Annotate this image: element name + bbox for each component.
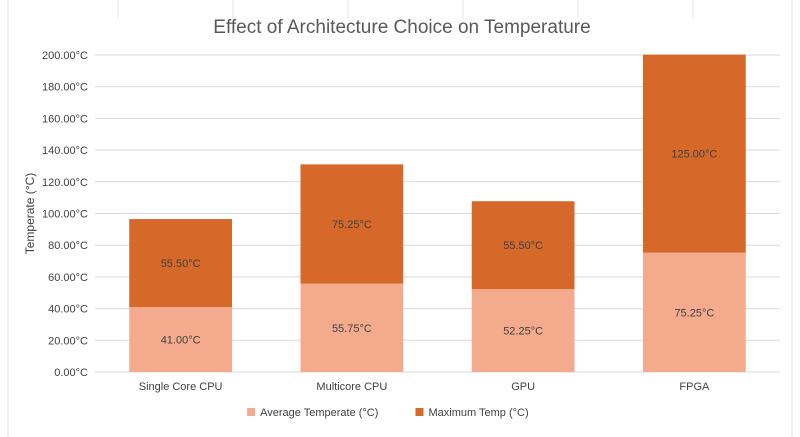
y-tick-label: 80.00°C xyxy=(48,240,88,252)
y-tick-label: 180.00°C xyxy=(42,82,88,94)
data-label: 125.00°C xyxy=(671,149,717,161)
data-label: 55.50°C xyxy=(161,258,201,270)
bar-segment xyxy=(300,283,404,372)
x-tick-label: FPGA xyxy=(679,381,710,393)
legend: Average Temperate (°C) Maximum Temp (°C) xyxy=(247,407,529,419)
data-label: 41.00°C xyxy=(161,335,201,347)
data-label: 75.25°C xyxy=(674,307,714,319)
y-tick-label: 40.00°C xyxy=(48,304,88,316)
legend-label: Maximum Temp (°C) xyxy=(429,407,529,419)
bar-segment xyxy=(129,219,232,308)
data-label: 75.25°C xyxy=(332,219,372,231)
y-tick-label: 140.00°C xyxy=(42,145,88,157)
y-axis-ticks: 0.00°C 20.00°C 40.00°C 60.00°C 80.00°C 100.00… xyxy=(42,50,88,379)
bar-segment xyxy=(300,164,404,284)
y-tick-label: 60.00°C xyxy=(48,272,88,284)
bar-segment xyxy=(643,252,746,372)
data-label: 55.75°C xyxy=(332,323,372,335)
bar-segment xyxy=(471,289,575,372)
x-tick-label: GPU xyxy=(511,381,535,393)
y-tick-label: 160.00°C xyxy=(42,113,88,125)
data-label: 52.25°C xyxy=(503,326,543,338)
y-tick-label: 120.00°C xyxy=(42,177,88,189)
x-tick-label: Multicore CPU xyxy=(316,381,387,393)
data-label: 55.50°C xyxy=(503,240,543,252)
bar-segment xyxy=(643,54,746,253)
y-axis-label: Temperate (°C) xyxy=(23,173,37,255)
x-axis-ticks: Single Core CPU Multicore CPU GPU FPGA xyxy=(139,381,710,393)
y-tick-label: 200.00°C xyxy=(42,50,88,62)
x-tick-label: Single Core CPU xyxy=(139,381,223,393)
bar-segment xyxy=(129,307,232,372)
y-tick-label: 100.00°C xyxy=(42,209,88,221)
y-tick-label: 20.00°C xyxy=(48,335,88,347)
legend-swatch xyxy=(247,408,256,416)
legend-label: Average Temperate (°C) xyxy=(260,407,378,419)
bars: 41.00°C 55.50°C 55.75°C 75.25°C 52.25°C 55.50… xyxy=(129,54,746,372)
bar-segment xyxy=(471,201,575,290)
chart-title: Effect of Architecture Choice on Tempera… xyxy=(213,17,590,38)
y-tick-label: 0.00°C xyxy=(54,367,88,379)
legend-swatch xyxy=(415,408,424,416)
